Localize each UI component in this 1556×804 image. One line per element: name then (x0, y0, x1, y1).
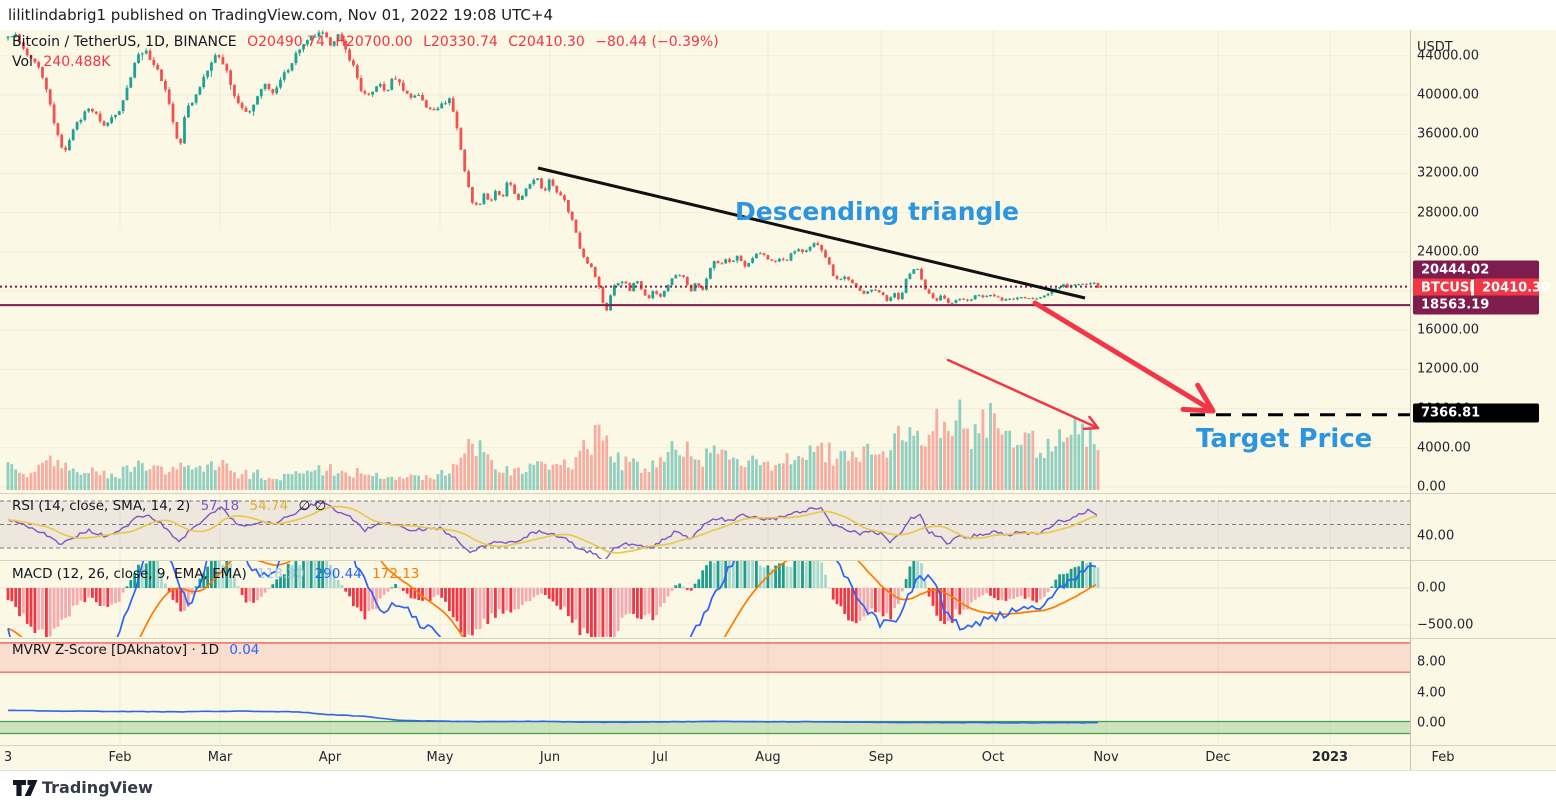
price-scale-tick: 8.00 (1417, 654, 1446, 670)
symbol-legend: Bitcoin / TetherUS, 1D, BINANCE O20490.7… (12, 34, 725, 50)
mvrv-pane-canvas[interactable]: MVRV Z-Score [DAkhatov] · 1D 0.04 (0, 639, 1410, 745)
tradingview-logo-icon[interactable] (12, 778, 40, 798)
price-scale[interactable]: USDT 44000.00 40000.00 36000.00 32000.00 280… (1411, 30, 1556, 745)
pane-separator[interactable] (0, 638, 1556, 639)
time-axis-tick: Feb (108, 750, 132, 765)
time-axis-tick: Nov (1093, 750, 1119, 765)
rsi-chart-svg (0, 494, 1410, 559)
price-scale-tick: 32000.00 (1417, 165, 1480, 181)
time-axis[interactable]: 3 Feb Mar Apr May Jun Jul Aug Sep Oct Nov Dec 2023 Fe… (0, 745, 1556, 770)
price-level-label: 18563.19 (1413, 295, 1539, 315)
ohlc-high: H20700.00 (335, 34, 413, 50)
price-level-label: 20444.02 (1413, 260, 1539, 280)
macd-label[interactable]: MACD (12, 26, close, 9, EMA, EMA) (12, 566, 247, 582)
macd-legend: MACD (12, 26, close, 9, EMA, EMA) 118.30… (12, 566, 425, 582)
price-pane-canvas[interactable]: Bitcoin / TetherUS, 1D, BINANCE O20490.7… (0, 30, 1410, 493)
rsi-value: 57.18 (200, 498, 240, 514)
price-scale-tick: 36000.00 (1417, 126, 1480, 142)
volume-label[interactable]: Vol (12, 54, 33, 70)
price-scale-tick: 12000.00 (1417, 361, 1480, 377)
price-scale-tick: 40.00 (1417, 528, 1455, 544)
price-scale-tick: 4000.00 (1417, 440, 1471, 456)
time-axis-tick: Aug (755, 750, 781, 765)
price-scale-tick: 0.00 (1417, 715, 1446, 731)
rsi-ma-value: 54.74 (249, 498, 289, 514)
rsi-legend: RSI (14, close, SMA, 14, 2) 57.18 54.74 … (12, 498, 332, 514)
time-axis-tick: 3 (3, 750, 13, 765)
rsi-extra-values: ∅ ∅ (298, 498, 327, 514)
mvrv-label[interactable]: MVRV Z-Score [DAkhatov] · 1D (12, 642, 220, 658)
price-scale-tick: 44000.00 (1417, 48, 1480, 64)
price-scale-tick: 0.00 (1417, 580, 1446, 596)
macd-signal-value: 172.13 (372, 566, 420, 582)
time-axis-tick: May (426, 750, 454, 765)
price-scale-tick: 4.00 (1417, 685, 1446, 701)
pane-separator[interactable] (0, 493, 1556, 494)
price-scale-tick: −500.00 (1417, 617, 1474, 633)
rsi-pane-canvas[interactable]: RSI (14, close, SMA, 14, 2) 57.18 54.74 … (0, 494, 1410, 560)
macd-pane-canvas[interactable]: MACD (12, 26, close, 9, EMA, EMA) 118.30… (0, 561, 1410, 638)
price-level-label: 7366.81 (1413, 403, 1539, 423)
price-scale-border (1410, 30, 1411, 770)
macd-line-value: 290.44 (314, 566, 362, 582)
price-scale-tick: 16000.00 (1417, 322, 1480, 338)
price-scale-tick: 24000.00 (1417, 244, 1480, 260)
scale-currency: USDT (1417, 40, 1453, 55)
rsi-label[interactable]: RSI (14, close, SMA, 14, 2) (12, 498, 191, 514)
time-axis-tick: Dec (1205, 750, 1231, 765)
ohlc-change: −80.44 (−0.39%) (595, 34, 719, 50)
price-scale-tick: 28000.00 (1417, 205, 1480, 221)
ohlc-close: C20410.30 (508, 34, 585, 50)
time-axis-tick: Oct (981, 750, 1005, 765)
ohlc-open: O20490.74 (247, 34, 325, 50)
time-axis-tick: Jul (652, 750, 668, 765)
time-axis-tick: 2023 (1311, 750, 1349, 765)
price-scale-tick: 40000.00 (1417, 87, 1480, 103)
volume-value: 240.488K (43, 54, 111, 70)
target-price-label[interactable]: Target Price (1196, 424, 1373, 454)
time-axis-tick: Apr (318, 750, 342, 765)
price-scale-tick: 0.00 (1417, 479, 1446, 495)
time-axis-tick: Mar (207, 750, 233, 765)
mvrv-chart-svg (0, 639, 1410, 744)
descending-triangle-label[interactable]: Descending triangle (735, 197, 1019, 226)
pane-separator[interactable] (0, 560, 1556, 561)
pane-separator[interactable] (0, 745, 1556, 746)
price-level-label: 20410.30 (1474, 278, 1550, 298)
macd-chart-svg (0, 561, 1410, 637)
time-axis-tick: Sep (868, 750, 894, 765)
volume-legend: Vol 240.488K (12, 54, 116, 70)
time-axis-tick: Jun (539, 750, 561, 765)
price-chart-svg (0, 30, 1410, 490)
symbol-tag-label: BTCUSDT (1413, 278, 1489, 298)
mvrv-legend: MVRV Z-Score [DAkhatov] · 1D 0.04 (12, 642, 265, 658)
macd-hist-value: 118.30 (257, 566, 305, 582)
footer-brand-text[interactable]: TradingView (42, 778, 153, 797)
time-axis-tick: Feb (1431, 750, 1455, 765)
publish-header: lilitlindabrig1 published on TradingView… (0, 0, 1556, 30)
footer: TradingView (0, 770, 1556, 804)
mvrv-value: 0.04 (229, 642, 260, 658)
symbol-title[interactable]: Bitcoin / TetherUS, 1D, BINANCE (12, 34, 237, 50)
publish-header-text: lilitlindabrig1 published on TradingView… (8, 6, 554, 24)
ohlc-low: L20330.74 (423, 34, 498, 50)
